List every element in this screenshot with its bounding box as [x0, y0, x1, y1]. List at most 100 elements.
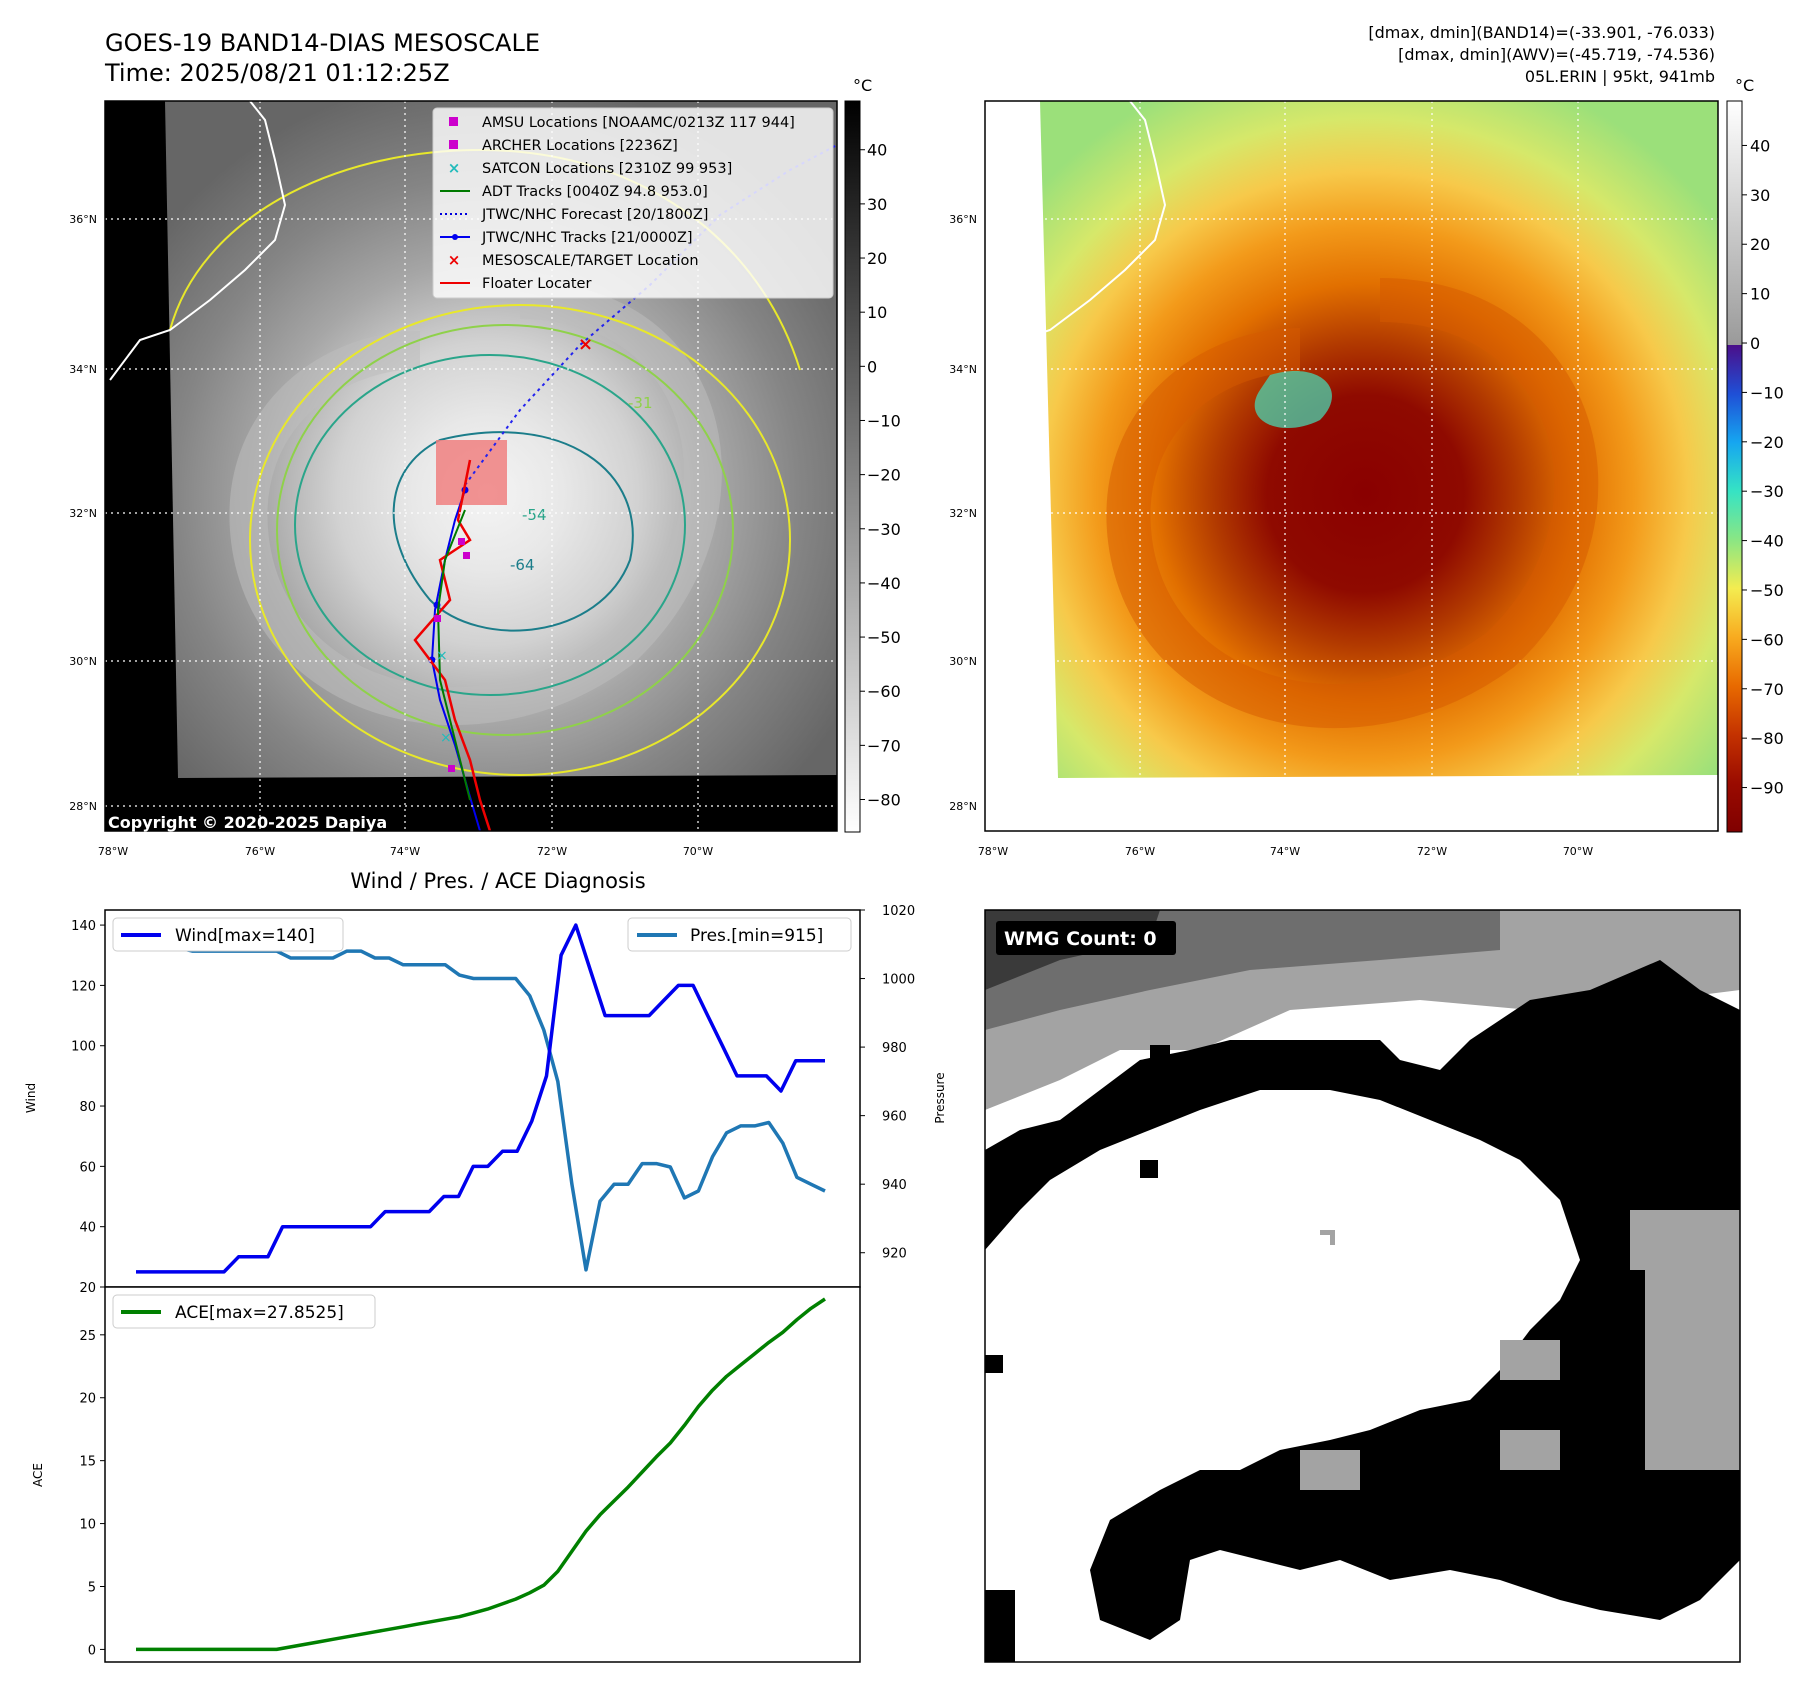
legend-box [432, 107, 834, 299]
wmg-count-label: WMG Count: 0 [1004, 928, 1157, 950]
ace-legend-label: ACE[max=27.8525] [175, 1303, 344, 1323]
colorbar-tick-label: 20 [867, 249, 887, 268]
colorbar-tick-label: −80 [1750, 729, 1784, 748]
colorbar-tick-label: −40 [1750, 532, 1784, 551]
enhanced-map-frame [984, 100, 1719, 832]
legend-label: ADT Tracks [0040Z 94.8 953.0] [482, 184, 708, 200]
wind-tick-label: 60 [79, 1160, 96, 1175]
ir-lon-labels: 78°W 76°W 74°W 72°W 70°W [98, 845, 713, 858]
lon-label: 76°W [245, 845, 275, 858]
enhanced-colorbar-unit: °C [1735, 76, 1754, 95]
wind-tick-label: 20 [79, 1281, 96, 1296]
wind-axis-label: Wind [24, 1083, 38, 1113]
pressure-legend-label: Pres.[min=915] [690, 926, 823, 946]
lat-label: 30°N [949, 655, 977, 668]
colorbar-tick-label: −30 [1750, 482, 1784, 501]
enhanced-gridlines [985, 101, 1718, 831]
colorbar-tick-label: −10 [1750, 383, 1784, 402]
ace-tick-label: 10 [79, 1518, 96, 1533]
enhanced-colorbar-ticks: 40 30 20 10 0 −10 −20 −30 −40 −50 −60 −70 −80 −90 [1742, 136, 1784, 798]
wmg-gray-patch [1300, 1450, 1360, 1490]
wmg-frame [984, 909, 1741, 1663]
stat-band14: [dmax, dmin](BAND14)=(-33.901, -76.033) [1368, 23, 1715, 42]
archer-marker [463, 552, 470, 559]
colorbar-tick-label: −20 [867, 466, 901, 485]
wmg-black-pixel [985, 1355, 1003, 1373]
ir-map-panel: × × × -31 -54 -64 Copyright © 2020-2025 … [69, 76, 901, 858]
lat-label: 32°N [69, 507, 97, 520]
ir-legend: AMSU Locations [NOAAMC/0213Z 117 944] ARC… [432, 107, 834, 299]
colorbar-tick-label: −60 [867, 682, 901, 701]
legend-swatch [449, 140, 458, 149]
adt-track [436, 509, 471, 801]
archer-marker [434, 615, 441, 622]
colorbar-tick-label: −20 [1750, 433, 1784, 452]
colorbar-tick-label: −10 [867, 411, 901, 430]
copyright: Copyright © 2020-2025 Dapiya [108, 813, 387, 832]
lon-label: 70°W [683, 845, 713, 858]
colorbar-tick-label: −70 [867, 736, 901, 755]
contour-outer [249, 304, 791, 776]
colorbar-tick-label: −30 [867, 520, 901, 539]
legend-swatch-dot [452, 234, 458, 240]
lat-label: 28°N [69, 800, 97, 813]
ace-tick-label: 0 [88, 1643, 96, 1658]
colorbar-tick-label: −50 [867, 628, 901, 647]
colorbar-tick-label: 0 [867, 357, 877, 376]
legend-swatch [449, 117, 458, 126]
lon-label: 72°W [1417, 845, 1447, 858]
pressure-axis-label: Pressure [933, 1072, 947, 1123]
wmg-gray-patch [1500, 1430, 1560, 1470]
contour-inner [294, 354, 686, 696]
amsu-marker [458, 538, 465, 545]
ace-line [136, 1297, 826, 1652]
colorbar-tick-label: 10 [1750, 285, 1770, 304]
ir-colorbar [844, 100, 861, 833]
enhanced-colorbar-bottom [1727, 345, 1742, 832]
colorbar-tick-label: −90 [1750, 779, 1784, 798]
enhanced-coastline [989, 101, 1167, 381]
colorbar-tick-label: −40 [867, 574, 901, 593]
wmg-gray-patch [1500, 1340, 1560, 1380]
wmg-black-corner [985, 1590, 1015, 1662]
wmg-gray-patch [1645, 1270, 1740, 1470]
enhanced-spiral-band [1106, 278, 1599, 728]
pressure-tick-label: 960 [882, 1110, 907, 1125]
legend-label: JTWC/NHC Tracks [21/0000Z] [481, 230, 693, 246]
archer-marker [448, 765, 455, 772]
colorbar-tick-label: 0 [1750, 334, 1760, 353]
legend-label: SATCON Locations [2310Z 99 953] [482, 161, 732, 177]
wind-legend: Wind[max=140] [112, 917, 344, 952]
lon-label: 76°W [1125, 845, 1155, 858]
contour-core [392, 431, 634, 632]
legend-label: JTWC/NHC Forecast [20/1800Z] [481, 207, 708, 223]
ace-tick-label: 25 [79, 1329, 96, 1344]
pressure-legend: Pres.[min=915] [627, 917, 852, 952]
wmg-white-patch [1230, 1235, 1330, 1295]
wind-plot: 20 40 60 80 100 120 140 920 940 960 980 1000 1020 [71, 904, 915, 1296]
pressure-tick-label: 940 [882, 1178, 907, 1193]
ir-colorbar-ticks: 40 30 20 10 0 −10 −20 −30 −40 −50 −60 −70 −80 [860, 141, 901, 810]
coastline [109, 101, 287, 381]
figure-title: GOES-19 BAND14-DIAS MESOSCALE [105, 29, 540, 57]
legend-label: MESOSCALE/TARGET Location [482, 253, 699, 269]
lon-label: 74°W [390, 845, 420, 858]
legend-label: AMSU Locations [NOAAMC/0213Z 117 944] [482, 115, 795, 131]
lon-label: 70°W [1563, 845, 1593, 858]
contour-label: -54 [522, 506, 547, 524]
ace-legend: ACE[max=27.8525] [112, 1294, 376, 1329]
ace-tick-label: 15 [79, 1455, 96, 1470]
contour-label: -64 [510, 556, 535, 574]
ir-lat-labels: 36°N 34°N 32°N 30°N 28°N [69, 213, 97, 813]
ir-map-frame [104, 100, 838, 832]
ace-tick-label: 20 [79, 1392, 96, 1407]
colorbar-tick-label: 40 [1750, 136, 1770, 155]
wmg-black-pixel [1140, 1160, 1158, 1178]
wind-tick-label: 80 [79, 1100, 96, 1115]
lat-label: 36°N [949, 213, 977, 226]
lat-label: 34°N [69, 363, 97, 376]
colorbar-tick-label: −80 [867, 791, 901, 810]
enhanced-dry-slot [1254, 371, 1332, 429]
enhanced-colorbar-frame [1726, 100, 1743, 833]
pressure-tick-label: 980 [882, 1041, 907, 1056]
